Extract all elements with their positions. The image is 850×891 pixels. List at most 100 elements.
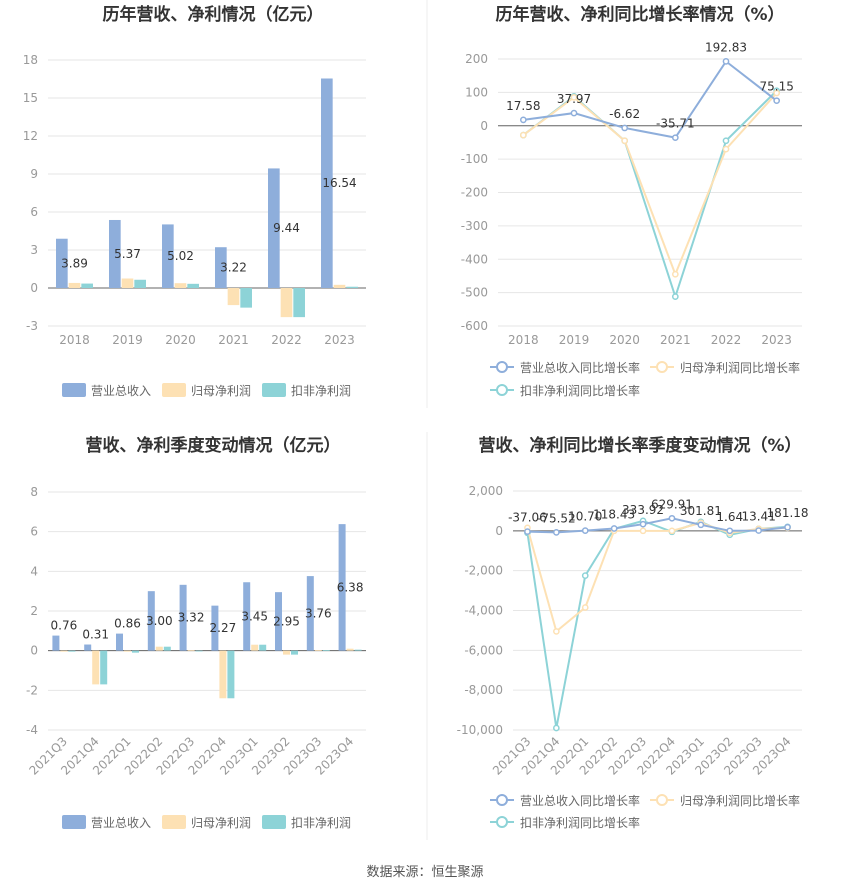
series-point [755,527,763,534]
data-label: 6.38 [337,580,364,594]
legend-label: 营业总收入同比增长率 [520,793,640,808]
x-tick-label: 2021 [218,333,249,347]
legend-swatch-marker [496,384,508,396]
chart-title: 营收、净利季度变动情况（亿元） [86,435,341,456]
bar [333,284,346,288]
y-tick-label: 6 [30,525,38,539]
bar [68,650,76,652]
data-label: 3.76 [305,606,332,620]
chart-title: 历年营收、净利同比增长率情况（%） [495,4,784,25]
series-line [523,59,778,139]
bar [227,288,240,306]
bar [100,650,108,685]
series-point [726,527,734,535]
series-point [519,131,527,139]
bar [268,168,280,288]
bar [275,592,283,651]
series-line [527,517,788,534]
series-line [522,92,778,278]
y-tick-label: 18 [23,53,38,67]
data-label: 75.15 [759,80,793,94]
data-label: -6.62 [609,107,640,121]
y-tick-label: -4 [26,723,38,737]
y-tick-label: 200 [465,52,488,66]
chart-title: 历年营收、净利情况（亿元） [103,4,324,25]
data-label: 1.64 [716,510,743,524]
bar [314,650,322,651]
legend-label: 营业总收入 [91,384,151,398]
data-label: 3.45 [241,609,268,623]
bar [131,650,139,653]
series-point [697,521,705,529]
data-label: 3.89 [61,256,88,270]
series-point [524,528,531,535]
data-label: -37.06 [508,511,547,525]
bar [283,650,290,655]
legend-label: 扣非净利润 [291,816,351,830]
bar [116,633,124,651]
data-label: 0.31 [82,628,109,642]
y-tick-label: -300 [461,219,488,233]
chart-quarter-bar: 营收、净利季度变动情况（亿元）-4-2024682021Q32021Q42022… [26,435,366,830]
data-label: 9.44 [273,221,300,235]
bar [211,605,219,651]
chart-quarter-line: 营收、净利同比增长率季度变动情况（%） -10,000 -8,000 -6,000 -4… [457,435,809,830]
y-tick-label: 2 [30,604,38,618]
data-label: 3.00 [146,614,173,628]
bar [240,288,252,308]
series-point [553,628,560,635]
x-tick-label: 2019 [112,333,143,347]
series-point [784,523,791,531]
legend-label: 归母净利润同比增长率 [680,793,800,808]
data-label: 192.83 [705,40,747,54]
series-point [671,134,679,142]
legend-swatch-marker [496,816,508,828]
y-tick-label: 2,000 [469,484,503,498]
x-tick-label: 2020 [609,333,640,347]
legend-swatch [162,383,186,397]
legend-swatch-marker [656,361,668,373]
bar [354,649,362,651]
data-label: 5.02 [167,249,194,263]
data-label: 13.41 [741,510,775,524]
x-tick-label: 2019 [559,333,590,347]
y-tick-label: 0 [30,644,38,658]
bar [155,646,163,651]
y-tick-label: 0 [480,119,488,133]
y-tick-label: -2,000 [464,564,503,578]
series-point [773,89,781,97]
y-tick-label: 6 [30,205,38,219]
series-point [671,270,679,278]
data-label: 629.91 [651,497,693,511]
data-label: 37.97 [557,92,591,106]
x-tick-label: 2023 [761,333,792,347]
series-point [581,604,589,611]
bar [60,650,68,652]
legend-swatch-marker [496,361,508,373]
y-tick-label: -3 [26,319,38,333]
legend-label: 营业总收入 [91,816,151,830]
data-label: 3.22 [220,261,247,275]
data-label: 2.95 [273,614,300,628]
series-point [570,94,578,101]
data-label: 2.27 [210,621,237,635]
data-label: 333.92 [622,503,664,517]
y-tick-label: 15 [23,91,38,105]
x-tick-label: 2018 [59,333,90,347]
y-tick-label: -600 [461,319,488,333]
series-point [581,572,589,579]
series-point [570,109,578,117]
bar [81,283,93,288]
y-tick-label: -2 [26,683,38,697]
y-tick-label: 100 [465,85,488,99]
data-label: 0.86 [114,617,141,631]
legend-label: 营业总收入同比增长率 [520,360,640,375]
bar [195,650,203,652]
chart-annual-bar: 历年营收、净利情况（亿元） -3 0 3 6 9 12 15 18 2018 2019 2020 202… [23,4,366,398]
series-line [526,519,788,729]
series-point [722,137,730,145]
data-label: 3.32 [178,611,205,625]
chart-annual-line: 历年营收、净利同比增长率情况（%） -600 -500 -400 -300 -200 -10… [461,4,802,398]
data-label: 301.81 [680,504,722,518]
